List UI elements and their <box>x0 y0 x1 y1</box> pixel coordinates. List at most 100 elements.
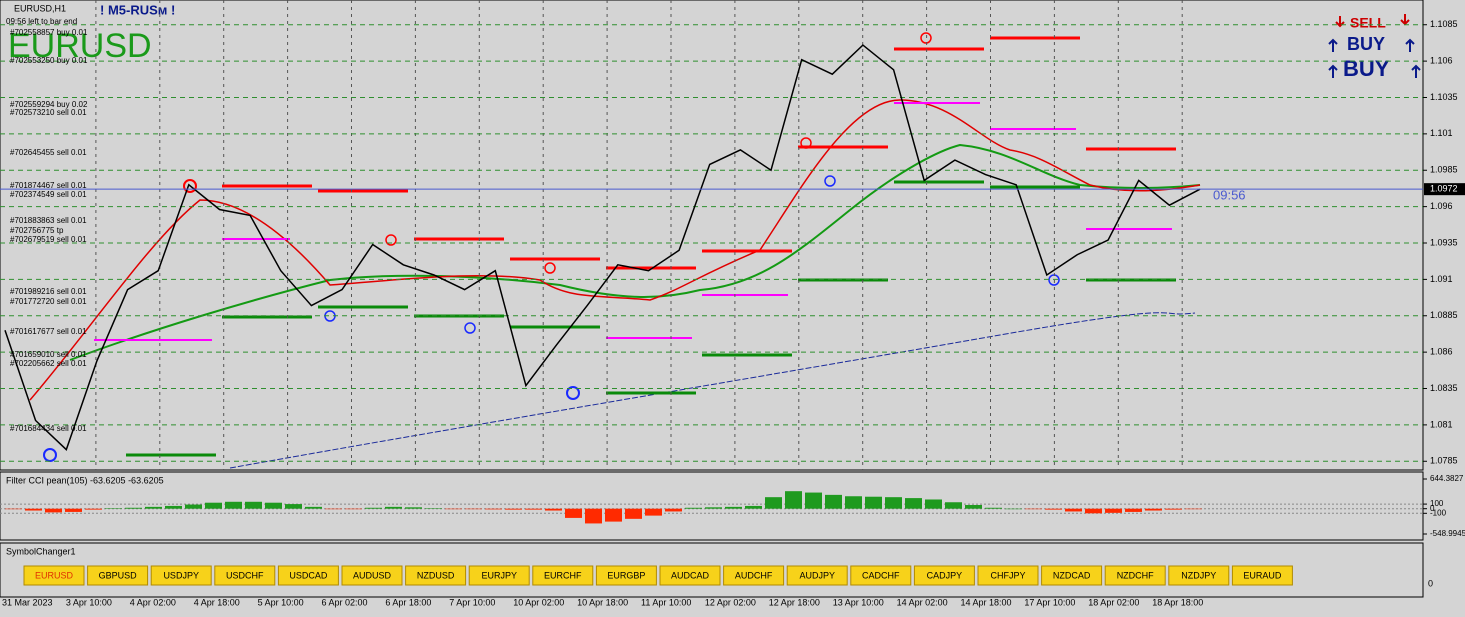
order-label: #702374549 sell 0.01 <box>10 190 87 199</box>
symbol-button[interactable] <box>850 565 912 586</box>
sell-arrows <box>1335 14 1410 28</box>
symbol-button[interactable] <box>786 565 848 586</box>
symbol-button-label[interactable]: AUDCAD <box>671 570 710 580</box>
symbol-button[interactable] <box>23 565 85 586</box>
symbol-button-label[interactable]: CHFJPY <box>990 570 1025 580</box>
cci-bar <box>285 504 302 509</box>
cci-bar <box>525 508 542 510</box>
price-tick-label: 1.1035 <box>1430 92 1458 102</box>
symbol-button[interactable] <box>1231 565 1293 586</box>
cci-bar <box>105 508 122 509</box>
cci-bar <box>45 508 62 513</box>
symbol-button-label[interactable]: EURUSD <box>35 570 74 580</box>
price-tick-label: 1.0835 <box>1430 383 1458 393</box>
symbol-button-label[interactable]: AUDJPY <box>799 570 835 580</box>
symbol-button[interactable] <box>1041 565 1103 586</box>
order-label: #702573210 sell 0.01 <box>10 108 87 117</box>
cci-bar <box>205 502 222 509</box>
symbol-button-label[interactable]: GBPUSD <box>99 570 138 580</box>
symbol-button-label[interactable]: AUDUSD <box>353 570 392 580</box>
symbol-button-label[interactable]: USDCHF <box>226 570 264 580</box>
time-label: 18 Apr 02:00 <box>1088 597 1139 607</box>
order-label: #701684434 sell 0.01 <box>10 424 87 433</box>
order-label: #701772720 sell 0.01 <box>10 297 87 306</box>
symbol-button-label[interactable]: AUDCHF <box>735 570 773 580</box>
indicator-tick-label: -548.9945 <box>1430 529 1465 538</box>
cci-bar <box>25 508 42 511</box>
time-label: 4 Apr 02:00 <box>130 597 176 607</box>
cci-bar <box>185 504 202 509</box>
symbol-button-label[interactable]: EURCHF <box>544 570 582 580</box>
cci-bar <box>165 505 182 509</box>
symbol-button[interactable] <box>214 565 276 586</box>
indicator-tick-label: 644.3827 <box>1430 474 1464 483</box>
order-label: #702679519 sell 0.01 <box>10 235 87 244</box>
cci-bar <box>465 508 482 510</box>
buy-label[interactable]: BUY <box>1343 56 1390 81</box>
symbol-button-label[interactable]: NZDCAD <box>1053 570 1091 580</box>
symbol-button[interactable] <box>595 565 657 586</box>
symbol-button-label[interactable]: USDCAD <box>289 570 328 580</box>
cci-bar <box>485 508 502 510</box>
current-price-box <box>1424 183 1465 196</box>
symbol-button[interactable] <box>277 565 339 586</box>
cci-bar <box>905 498 922 509</box>
symbol-button[interactable] <box>1104 565 1166 586</box>
price-line <box>4 44 1201 451</box>
time-label: 6 Apr 18:00 <box>385 597 431 607</box>
symbol-button[interactable] <box>1168 565 1230 586</box>
symbol-button[interactable] <box>405 565 467 586</box>
symbol-button[interactable] <box>341 565 403 586</box>
order-label: #702205662 sell 0.01 <box>10 359 87 368</box>
symbol-axis-label: 0 <box>1428 578 1433 588</box>
symbol-button-label[interactable]: USDJPY <box>163 570 199 580</box>
symbol-button[interactable] <box>532 565 594 586</box>
symbol-button[interactable] <box>87 565 149 586</box>
cci-bar <box>1125 508 1142 512</box>
symbol-button-label[interactable]: NZDUSD <box>417 570 455 580</box>
price-tick-label: 1.0785 <box>1430 456 1458 466</box>
cci-bar <box>505 508 522 510</box>
symbol-button[interactable] <box>468 565 530 586</box>
symbol-button-label[interactable]: NZDJPY <box>1181 570 1216 580</box>
time-label: 10 Apr 02:00 <box>513 597 564 607</box>
cci-bar <box>665 508 682 512</box>
cci-bar <box>1065 508 1082 512</box>
timer-label: 09:56 left to bar end <box>6 17 77 26</box>
order-label: #701659010 sell 0.01 <box>10 350 87 359</box>
symbol-button-label[interactable]: CADCHF <box>862 570 900 580</box>
indicator-tick-label: -100 <box>1430 508 1447 517</box>
time-label: 12 Apr 18:00 <box>769 597 820 607</box>
time-label: 7 Apr 10:00 <box>449 597 495 607</box>
symbol-button[interactable] <box>977 565 1039 586</box>
symbol-button[interactable] <box>659 565 721 586</box>
symbol-button-label[interactable]: EURGBP <box>607 570 645 580</box>
symbol-button[interactable] <box>723 565 785 586</box>
cci-bar <box>825 494 842 509</box>
symbol-button-label[interactable]: CADJPY <box>927 570 963 580</box>
cci-bar <box>225 501 242 509</box>
indicator-title: Filter CCI pean(105) -63.6205 -63.6205 <box>6 475 164 485</box>
symbol-button-label[interactable]: EURJPY <box>481 570 517 580</box>
cci-bar <box>5 508 22 510</box>
symbol-button-label[interactable]: NZDCHF <box>1117 570 1154 580</box>
symbol-button[interactable] <box>150 565 212 586</box>
cci-bar <box>445 508 462 510</box>
symbol-changer-title: SymbolChanger1 <box>6 546 76 556</box>
bar-timer: 09:56 <box>1213 187 1246 202</box>
cci-bar <box>1085 508 1102 514</box>
symbol-button[interactable] <box>913 565 975 586</box>
order-label: #701874467 sell 0.01 <box>10 181 87 190</box>
signal <box>920 32 932 44</box>
time-label: 10 Apr 18:00 <box>577 597 628 607</box>
sell-label[interactable]: SELL <box>1350 15 1386 31</box>
price-tick-label: 1.081 <box>1430 419 1453 429</box>
symbol-button-label[interactable]: EURAUD <box>1243 570 1282 580</box>
cci-bar <box>845 496 862 509</box>
time-label: 12 Apr 02:00 <box>705 597 756 607</box>
buy-label[interactable]: BUY <box>1347 34 1385 54</box>
cci-bar <box>985 507 1002 509</box>
cci-bar <box>565 508 582 518</box>
order-label: #701617677 sell 0.01 <box>10 327 87 336</box>
price-tick-label: 1.086 <box>1430 347 1453 357</box>
